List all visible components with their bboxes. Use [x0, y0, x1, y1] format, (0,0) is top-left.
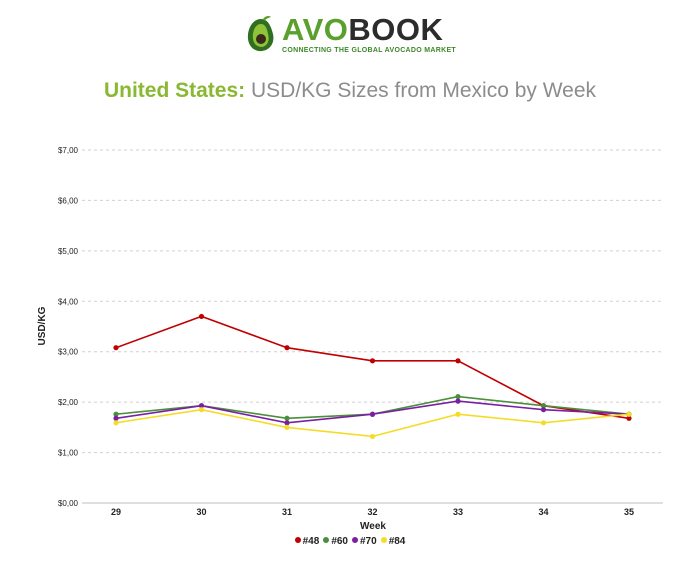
- logo-tagline: CONNECTING THE GLOBAL AVOCADO MARKET: [282, 47, 457, 54]
- legend-label: #48: [302, 536, 320, 547]
- data-point-size-48: [626, 415, 632, 421]
- chart-title-text: USD/KG Sizes from Mexico by Week: [250, 79, 597, 102]
- data-point-size-70: [455, 398, 461, 404]
- data-point-size-84: [113, 420, 119, 426]
- legend-marker: [380, 537, 387, 543]
- data-point-size-60: [455, 393, 461, 400]
- legend-item: #48: [294, 536, 320, 547]
- data-point-size-48: [113, 345, 119, 351]
- y-tick-label: $3,00: [58, 348, 79, 357]
- x-tick-label: 34: [538, 507, 548, 517]
- y-tick-label: $6,00: [58, 196, 79, 205]
- data-point-size-84: [198, 407, 205, 413]
- logo-text-avo: AVO: [282, 12, 349, 47]
- y-tick-label: $2,00: [58, 398, 79, 407]
- avocado-icon: [247, 16, 274, 52]
- data-point-size-60: [113, 411, 119, 417]
- series-line-size-48: [115, 315, 630, 420]
- data-point-size-48: [284, 345, 290, 351]
- y-axis-label: USD/KG: [37, 306, 48, 345]
- data-point-size-70: [540, 407, 547, 413]
- legend-marker: [294, 537, 301, 543]
- legend-marker: [352, 537, 358, 543]
- legend-marker: [323, 537, 330, 543]
- data-point-size-48: [369, 358, 376, 364]
- legend-label: #84: [388, 536, 406, 547]
- chart-legend: #48 #60 #70 #84: [0, 536, 700, 547]
- data-point-size-70: [284, 420, 290, 426]
- chart-title: United States: USD/KG Sizes from Mexico …: [100, 76, 600, 105]
- data-point-size-70: [113, 415, 119, 421]
- x-tick-label: 35: [624, 507, 634, 517]
- gridlines: [82, 149, 663, 504]
- x-tick-labels: 29 30 31 32 33 34 35: [111, 507, 634, 517]
- x-tick-label: 30: [196, 507, 206, 517]
- chart-title-country: United States:: [103, 79, 246, 102]
- y-tick-labels: $0,00 $1,00 $2,00 $3,00 $4,00 $5,00 $6,00 $7,00: [58, 146, 79, 508]
- legend-label: #70: [360, 536, 377, 547]
- data-point-size-84: [540, 420, 547, 426]
- y-tick-label: $0,00: [58, 499, 79, 508]
- x-tick-label: 31: [282, 507, 292, 517]
- legend-label: #60: [331, 536, 348, 547]
- avobook-logo: AVOBOOK CONNECTING THE GLOBAL AVOCADO MA…: [242, 12, 458, 60]
- data-point-size-84: [284, 424, 290, 430]
- data-point-size-60: [540, 403, 547, 409]
- x-axis-label: Week: [360, 521, 386, 532]
- logo-text-book: BOOK: [348, 12, 444, 47]
- y-tick-label: $7,00: [58, 146, 79, 155]
- x-tick-label: 32: [367, 507, 377, 517]
- data-point-size-60: [284, 415, 290, 421]
- x-tick-label: 29: [111, 507, 121, 517]
- data-point-size-48: [198, 313, 205, 320]
- y-tick-label: $5,00: [58, 247, 79, 256]
- data-point-size-48: [455, 358, 461, 364]
- data-point-size-84: [369, 433, 376, 440]
- legend-item: #60: [323, 536, 348, 547]
- data-point-size-70: [198, 403, 205, 409]
- data-point-size-84: [455, 411, 461, 417]
- y-tick-label: $1,00: [58, 449, 79, 458]
- data-point-size-70: [369, 411, 376, 417]
- y-tick-label: $4,00: [58, 297, 79, 306]
- legend-item: #84: [380, 536, 406, 547]
- legend-item: #70: [352, 536, 377, 547]
- data-point-size-84: [626, 411, 632, 417]
- series-points: [113, 313, 632, 440]
- logo-wordmark: AVOBOOK: [282, 12, 443, 48]
- series-lines: [115, 315, 630, 438]
- x-tick-label: 33: [453, 507, 463, 517]
